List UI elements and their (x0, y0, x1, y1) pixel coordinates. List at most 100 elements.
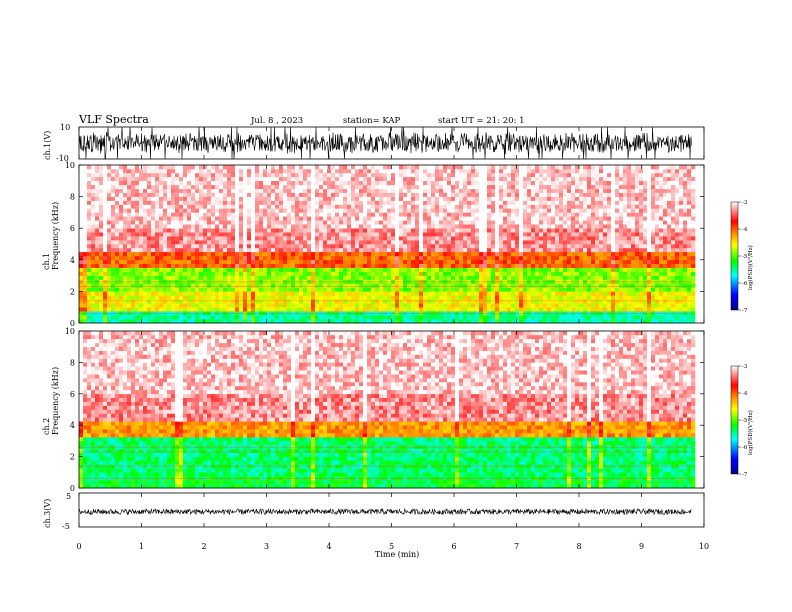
spectrogram-cell (95, 176, 100, 181)
spectrogram-cell (131, 236, 136, 241)
spectrogram-cell (91, 165, 96, 170)
spectrogram-cell (195, 271, 200, 276)
spectrogram-cell (235, 247, 240, 253)
spectrogram-cell (155, 244, 160, 249)
spectrogram-cell (307, 291, 312, 296)
spectrogram-cell (471, 184, 476, 190)
spectrogram-cell (315, 263, 320, 268)
spectrogram-cell (343, 244, 348, 249)
spectrogram-cell (115, 247, 120, 253)
spectrogram-cell (279, 271, 284, 276)
spectrogram-cell (539, 192, 544, 197)
spectrogram-cell (207, 240, 212, 245)
spectrogram-cell (539, 263, 544, 268)
spectrogram-cell (371, 220, 376, 225)
spectrogram-cell (387, 236, 392, 241)
spectrogram-cell (327, 172, 332, 178)
spectrogram-cell (283, 283, 288, 288)
spectrogram-cell (191, 247, 196, 253)
spectrogram-cell (483, 303, 488, 308)
spectrogram-cell (455, 247, 460, 253)
spectrogram-cell (331, 247, 336, 253)
spectrogram-cell (427, 169, 432, 174)
spectrogram-cell (535, 188, 540, 193)
spectrogram-cell (395, 240, 400, 245)
spectrogram-cell (379, 247, 384, 253)
spectrogram-cell (303, 212, 308, 217)
spectrogram-cell (199, 319, 204, 324)
spectrogram-cell (395, 299, 400, 304)
spectrogram-cell (311, 247, 316, 253)
spectrogram-cell (239, 228, 244, 233)
spectrogram-cell (491, 216, 496, 221)
spectrogram-cell (427, 212, 432, 217)
spectrogram-cell (295, 275, 300, 280)
spectrogram-cell (555, 275, 560, 280)
spectrogram-cell (399, 244, 404, 249)
spectrogram-cell (199, 271, 204, 276)
spectrogram-cell (471, 176, 476, 181)
spectrogram-cell (391, 228, 396, 233)
spectrogram-cell (403, 228, 408, 233)
spectrogram-cell (327, 216, 332, 221)
spectrogram-cell (479, 240, 484, 245)
spectrogram-cell (323, 283, 328, 288)
spectrogram-cell (447, 291, 452, 296)
spectrogram-cell (443, 180, 448, 186)
spectrogram-cell (559, 216, 564, 221)
spectrogram-cell (511, 208, 516, 213)
spectrogram-cell (371, 275, 376, 280)
spectrogram-cell (283, 192, 288, 197)
spectrogram-cell (511, 240, 516, 245)
spectrogram-cell (231, 224, 236, 229)
spectrogram-cell (479, 307, 484, 312)
spectrogram-cell (443, 263, 448, 268)
spectrogram-cell (371, 224, 376, 229)
spectrogram-cell (431, 271, 436, 276)
spectrogram-cell (103, 291, 108, 296)
spectrogram-cell (107, 271, 112, 276)
spectrogram-cell (531, 176, 536, 181)
spectrogram-cell (219, 267, 224, 272)
spectrogram-cell (79, 176, 84, 181)
spectrogram-cell (515, 299, 520, 304)
spectrogram-cell (227, 283, 232, 288)
spectrogram-cell (167, 307, 172, 312)
spectrogram-cell (491, 315, 496, 320)
spectrogram-cell (483, 259, 488, 264)
spectrogram-cell (151, 259, 156, 264)
spectrogram-cell (223, 295, 228, 300)
spectrogram-cell (159, 220, 164, 225)
spectrogram-cell (111, 307, 116, 312)
spectrogram-cell (423, 251, 428, 257)
spectrogram-cell (283, 271, 288, 276)
spectrogram-cell (183, 247, 188, 253)
spectrogram-cell (315, 251, 320, 257)
spectrogram-cell (135, 204, 140, 209)
spectrogram-cell (183, 220, 188, 225)
spectrogram-cell (147, 180, 152, 186)
spectrogram-cell (459, 200, 464, 205)
spectrogram-cell (395, 165, 400, 170)
spectrogram-cell (499, 259, 504, 264)
spectrogram-cell (275, 247, 280, 253)
spectrogram-cell (187, 263, 192, 268)
spectrogram-cell (459, 172, 464, 178)
spectrogram-cell (299, 255, 304, 261)
spectrogram-cell (215, 196, 220, 201)
spectrogram-cell (131, 224, 136, 229)
spectrogram-cell (567, 315, 572, 320)
spectrogram-cell (287, 307, 292, 312)
spectrogram-cell (339, 224, 344, 229)
spectrogram-cell (319, 255, 324, 261)
spectrogram-cell (263, 275, 268, 280)
spectrogram-cell (279, 307, 284, 312)
spectrogram-cell (263, 208, 268, 213)
spectrogram-cell (171, 165, 176, 170)
spectrogram-cell (291, 299, 296, 304)
spectrogram-cell (395, 247, 400, 253)
spectrogram-cell (455, 287, 460, 292)
spectrogram-cell (519, 259, 524, 264)
spectrogram-cell (543, 216, 548, 221)
spectrogram-cell (255, 291, 260, 296)
